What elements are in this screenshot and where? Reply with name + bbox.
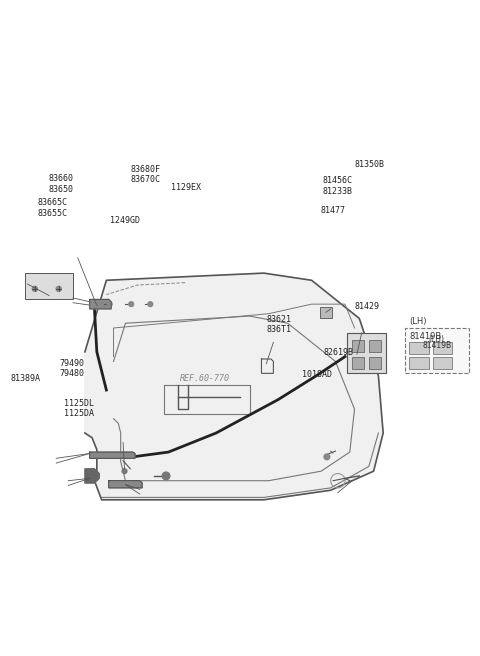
Text: 81350B: 81350B: [355, 160, 384, 169]
Bar: [369, 340, 381, 352]
Polygon shape: [109, 481, 142, 488]
Polygon shape: [90, 452, 135, 459]
Circle shape: [122, 469, 127, 474]
Bar: [369, 357, 381, 369]
Text: 1129EX: 1129EX: [171, 183, 201, 192]
Text: 81429: 81429: [355, 302, 380, 311]
Bar: [25, 273, 73, 299]
Text: 1018AD: 1018AD: [302, 370, 332, 379]
Bar: [433, 342, 452, 354]
Text: 82619B: 82619B: [324, 348, 353, 357]
Bar: [409, 342, 429, 354]
Bar: [348, 333, 385, 373]
Text: (LH): (LH): [429, 335, 445, 344]
Text: 81419B: 81419B: [409, 332, 442, 341]
Text: 83665C
83655C: 83665C 83655C: [37, 198, 67, 218]
Bar: [352, 357, 364, 369]
Bar: [405, 328, 469, 373]
Text: 83680F
83670C: 83680F 83670C: [130, 165, 160, 184]
Circle shape: [324, 454, 330, 460]
Text: 81389A: 81389A: [11, 375, 41, 383]
Circle shape: [56, 286, 61, 292]
Text: 83621
836T1: 83621 836T1: [266, 315, 291, 334]
Circle shape: [148, 302, 153, 306]
Circle shape: [108, 302, 112, 306]
Circle shape: [162, 472, 170, 480]
Text: 1249GD: 1249GD: [110, 216, 140, 225]
Polygon shape: [85, 469, 99, 483]
Bar: [352, 340, 364, 352]
Text: 83660
83650: 83660 83650: [48, 174, 73, 194]
Text: (LH): (LH): [409, 317, 427, 325]
Text: 81419B: 81419B: [422, 341, 451, 350]
Polygon shape: [90, 299, 111, 309]
Text: 1125DL
1125DA: 1125DL 1125DA: [64, 399, 95, 418]
Text: REF.60-770: REF.60-770: [180, 374, 230, 383]
Text: 79490
79480: 79490 79480: [60, 359, 84, 378]
Text: 81456C
81233B: 81456C 81233B: [322, 176, 352, 195]
Polygon shape: [85, 273, 383, 500]
Text: 81477: 81477: [320, 206, 345, 215]
Bar: [320, 307, 332, 318]
Bar: [409, 357, 429, 369]
Circle shape: [32, 286, 37, 292]
Bar: [433, 357, 452, 369]
Circle shape: [129, 302, 133, 306]
